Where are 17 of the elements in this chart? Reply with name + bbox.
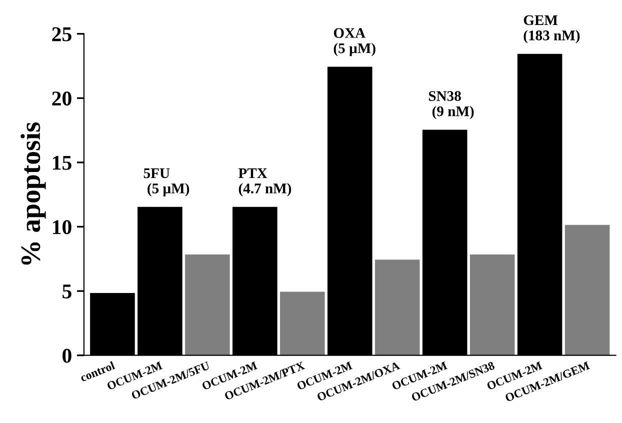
y-tick-label: 5 bbox=[62, 284, 72, 298]
y-tick-label: 10 bbox=[53, 220, 72, 234]
annotation: 5FU (5 µM) bbox=[144, 168, 190, 196]
y-tick-label: 0 bbox=[62, 348, 72, 363]
y-tick-label: 15 bbox=[53, 156, 72, 170]
bar bbox=[470, 254, 515, 356]
bar bbox=[564, 224, 610, 356]
bar bbox=[185, 254, 230, 356]
annotation: GEM (183 nM) bbox=[524, 15, 580, 44]
annotation: PTX (4.7 nM) bbox=[238, 168, 292, 196]
bar bbox=[280, 292, 325, 356]
annotation: SN38 (9 nM) bbox=[428, 91, 474, 120]
bar bbox=[374, 260, 420, 356]
annotation: OXA (5 µM) bbox=[334, 28, 376, 56]
y-tick-label: 20 bbox=[52, 92, 72, 106]
y-axis-title: % apoptosis bbox=[20, 122, 46, 265]
y-tick-label: 25 bbox=[52, 27, 72, 42]
